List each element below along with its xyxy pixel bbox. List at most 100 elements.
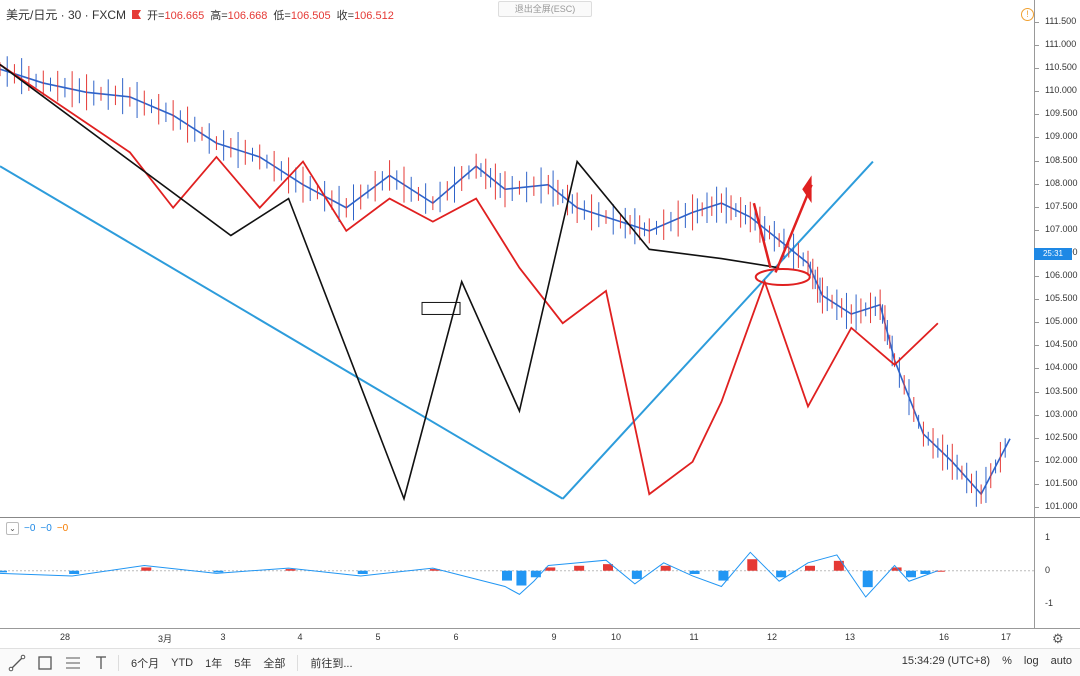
symbol-legend: 美元/日元 · 30 · FXCM 开=106.665 高=106.668 低=…: [6, 6, 394, 23]
price-tick-label: 104.000: [1035, 362, 1078, 373]
bottom-toolbar: 6个月 YTD 1年 5年 全部 前往到... 15:34:29 (UTC+8)…: [0, 648, 1080, 676]
osc-histogram-bar: [0, 570, 7, 573]
osc-histogram-bar: [920, 570, 931, 574]
osc-tick-label: 1: [1045, 531, 1051, 542]
trendline: [0, 165, 564, 500]
price-tick-label: 108.000: [1035, 177, 1078, 188]
zigzag-red-line: [0, 63, 939, 496]
osc-histogram-bar: [69, 570, 80, 574]
osc-tick-label: -1: [1045, 597, 1054, 608]
price-axis[interactable]: 111.500 111.000 110.500 110.000 109.500 109.0…: [1034, 0, 1080, 518]
time-tick-label: 12: [766, 632, 778, 642]
osc-histogram-bar: [660, 565, 671, 571]
time-tick-label: 17: [1000, 632, 1012, 642]
price-tick-label: 101.000: [1035, 501, 1078, 511]
osc-histogram-bar: [833, 560, 844, 571]
projection-arrow-down: [752, 202, 772, 269]
log-scale-button[interactable]: log: [1023, 655, 1039, 667]
osc-histogram-bar: [862, 570, 873, 588]
time-axis[interactable]: 28 3月 3 4 5 6 9 10 11 12 13 16 17: [0, 628, 1080, 649]
osc-histogram-bar: [689, 570, 700, 574]
osc-value-3: −0: [56, 523, 69, 534]
time-tick-label: 9: [551, 632, 557, 642]
osc-histogram-bar: [934, 570, 945, 572]
osc-histogram-bar: [776, 570, 787, 578]
price-tick-label: 105.000: [1035, 316, 1078, 327]
oscillator-axis[interactable]: 1 0 -1: [1034, 518, 1080, 628]
price-tick-label: 105.500: [1035, 293, 1078, 304]
current-price-tag: 25:31: [1034, 248, 1072, 260]
clock-label: 15:34:29 (UTC+8): [901, 655, 991, 667]
price-tick-label: 102.000: [1035, 454, 1078, 465]
exit-fullscreen-button[interactable]: 退出全屏(ESC): [498, 1, 592, 17]
price-tick-label: 102.500: [1035, 431, 1078, 442]
price-tick-label: 107.000: [1035, 223, 1078, 234]
range-5y-button[interactable]: 5年: [234, 657, 252, 670]
ohlc-open: 开=106.665: [147, 9, 205, 22]
time-tick-label: 16: [938, 632, 950, 642]
price-tick-label: 103.000: [1035, 408, 1078, 419]
price-tick-label: 101.500: [1035, 477, 1078, 488]
osc-histogram-bar: [285, 569, 296, 571]
toolbar-right-group: 15:34:29 (UTC+8) % log auto: [902, 655, 1072, 667]
price-chart-svg[interactable]: [0, 0, 1034, 628]
range-all-button[interactable]: 全部: [263, 657, 286, 670]
osc-histogram-bar: [530, 570, 541, 578]
range-6m-button[interactable]: 6个月: [131, 657, 160, 670]
arrowhead-up-icon: [802, 175, 812, 204]
goto-date-button[interactable]: 前往到...: [310, 657, 353, 670]
osc-histogram-bar: [574, 565, 585, 571]
text-icon[interactable]: [90, 652, 112, 674]
osc-tick-label: 0: [1045, 564, 1051, 575]
time-tick-label: 13: [844, 632, 856, 642]
auto-scale-button[interactable]: auto: [1050, 655, 1072, 667]
osc-value-1: −0: [24, 523, 36, 534]
price-tick-label: 104.500: [1035, 339, 1078, 350]
price-tick-label: 103.500: [1035, 385, 1078, 396]
osc-histogram-bar: [213, 570, 224, 573]
trendline-icon[interactable]: [6, 652, 28, 674]
time-tick-label: 6: [453, 632, 459, 642]
time-tick-label: 4: [297, 632, 303, 642]
osc-histogram-bar: [603, 564, 613, 571]
pane-separator[interactable]: [0, 517, 1080, 518]
osc-signal-line: [0, 551, 939, 598]
time-tick-label: 5: [375, 632, 381, 642]
time-tick-label: 3月: [157, 634, 173, 644]
osc-histogram-bar: [429, 569, 440, 571]
time-tick-label: 28: [59, 632, 71, 642]
osc-histogram-bar: [718, 570, 729, 581]
osc-histogram-bar: [747, 559, 758, 571]
price-tick-label: 111.500: [1034, 16, 1077, 26]
time-tick-label: 10: [610, 632, 622, 642]
osc-histogram-bar: [502, 570, 512, 581]
range-box: [421, 301, 461, 315]
rectangle-icon[interactable]: [34, 652, 56, 674]
collapse-chevron-icon[interactable]: ⌄: [6, 522, 19, 535]
osc-histogram-bar: [516, 570, 527, 586]
settings-gear-icon[interactable]: ⚙: [1052, 631, 1064, 646]
price-tick-label: 109.500: [1035, 108, 1078, 119]
osc-histogram-bar: [906, 570, 916, 578]
osc-histogram-bar: [805, 565, 815, 571]
trendline: [561, 160, 874, 500]
osc-value-2: −0: [40, 523, 52, 534]
target-ellipse: [754, 268, 811, 287]
alert-icon[interactable]: !: [1021, 8, 1034, 21]
range-1y-button[interactable]: 1年: [205, 657, 223, 670]
symbol-label[interactable]: 美元/日元 · 30 · FXCM: [6, 8, 127, 22]
price-tick-label: 111.000: [1034, 39, 1077, 50]
osc-histogram-bar: [141, 567, 152, 571]
ohlc-low: 低=106.505: [273, 9, 331, 22]
osc-histogram-bar: [631, 570, 642, 579]
zigzag-black-line: [0, 63, 780, 502]
osc-histogram-bar: [545, 567, 556, 571]
range-ytd-button[interactable]: YTD: [171, 656, 194, 669]
time-tick-label: 11: [689, 632, 699, 642]
fib-icon[interactable]: [62, 652, 84, 674]
projection-arrow-up: [774, 184, 813, 273]
percent-scale-button[interactable]: %: [1002, 655, 1012, 667]
toolbar-divider: [297, 654, 299, 671]
price-tick-label: 108.500: [1035, 154, 1078, 165]
